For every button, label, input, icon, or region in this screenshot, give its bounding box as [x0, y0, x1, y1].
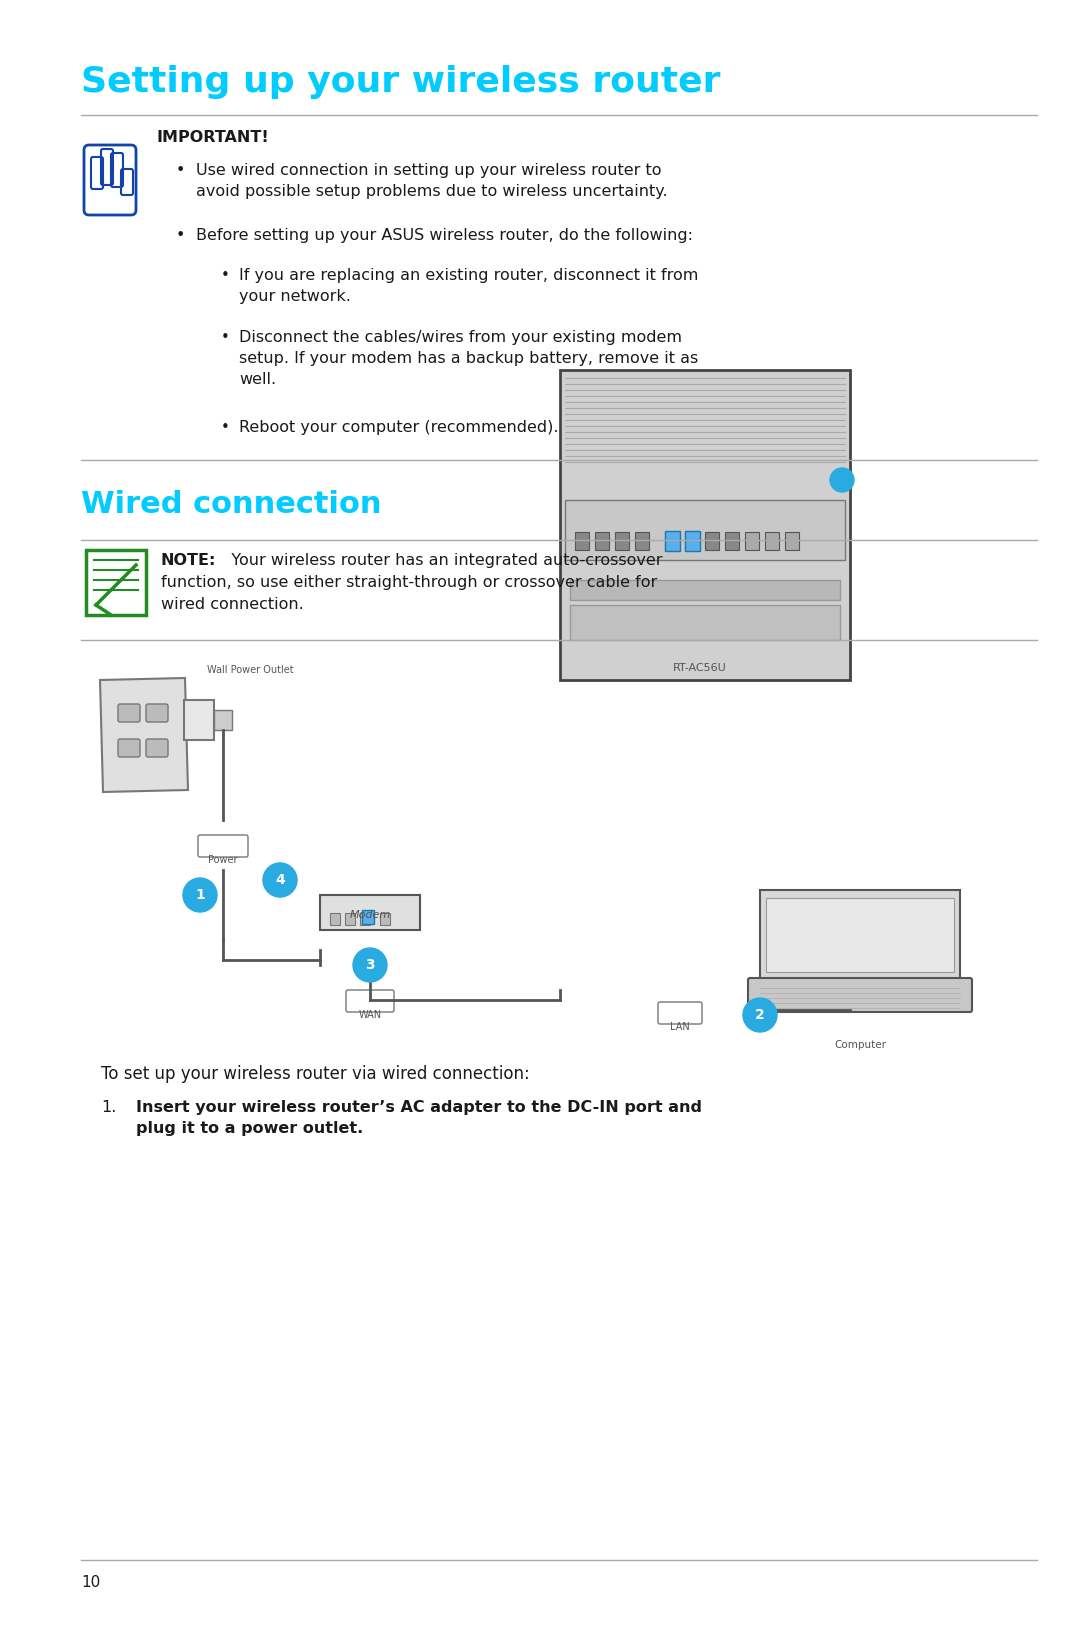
FancyBboxPatch shape: [748, 978, 972, 1012]
FancyBboxPatch shape: [665, 530, 680, 552]
FancyBboxPatch shape: [745, 532, 759, 550]
FancyBboxPatch shape: [685, 530, 700, 552]
FancyBboxPatch shape: [118, 739, 140, 757]
FancyBboxPatch shape: [561, 369, 850, 680]
Text: Power: Power: [208, 856, 238, 866]
Text: Disconnect the cables/wires from your existing modem
setup. If your modem has a : Disconnect the cables/wires from your ex…: [239, 330, 699, 387]
Text: •: •: [221, 268, 230, 283]
FancyBboxPatch shape: [725, 532, 739, 550]
FancyBboxPatch shape: [595, 532, 609, 550]
Text: •: •: [176, 163, 186, 177]
FancyBboxPatch shape: [146, 739, 168, 757]
FancyBboxPatch shape: [330, 913, 340, 926]
Text: •: •: [221, 330, 230, 345]
FancyBboxPatch shape: [615, 532, 629, 550]
Text: 2: 2: [755, 1009, 765, 1022]
FancyBboxPatch shape: [146, 704, 168, 722]
FancyBboxPatch shape: [665, 532, 679, 550]
Circle shape: [353, 949, 387, 983]
Polygon shape: [100, 678, 188, 792]
Text: •: •: [176, 228, 186, 242]
FancyBboxPatch shape: [575, 532, 589, 550]
FancyBboxPatch shape: [345, 913, 355, 926]
Circle shape: [743, 997, 777, 1032]
FancyBboxPatch shape: [658, 1002, 702, 1023]
Text: LAN: LAN: [670, 1022, 690, 1032]
FancyBboxPatch shape: [760, 890, 960, 979]
Text: 3: 3: [365, 958, 375, 971]
FancyBboxPatch shape: [214, 709, 232, 731]
FancyBboxPatch shape: [570, 605, 840, 639]
FancyBboxPatch shape: [118, 704, 140, 722]
Text: 1: 1: [195, 888, 205, 901]
Text: function, so use either straight-through or crossover cable for: function, so use either straight-through…: [161, 574, 658, 591]
FancyBboxPatch shape: [346, 989, 394, 1012]
FancyBboxPatch shape: [705, 532, 719, 550]
Text: wired connection.: wired connection.: [161, 597, 303, 612]
Text: RT-AC56U: RT-AC56U: [673, 662, 727, 674]
FancyBboxPatch shape: [362, 909, 374, 924]
Text: 10: 10: [81, 1575, 100, 1590]
Text: Before setting up your ASUS wireless router, do the following:: Before setting up your ASUS wireless rou…: [195, 228, 693, 242]
FancyBboxPatch shape: [380, 913, 390, 926]
Text: Wall Power Outlet: Wall Power Outlet: [206, 665, 294, 675]
Text: 1.: 1.: [102, 1100, 117, 1114]
FancyBboxPatch shape: [635, 532, 649, 550]
FancyBboxPatch shape: [570, 579, 840, 600]
FancyBboxPatch shape: [785, 532, 799, 550]
FancyBboxPatch shape: [685, 532, 699, 550]
Text: Modem: Modem: [349, 909, 391, 919]
Text: NOTE:: NOTE:: [161, 553, 216, 568]
Text: 4: 4: [275, 874, 285, 887]
Text: IMPORTANT!: IMPORTANT!: [156, 130, 269, 145]
Circle shape: [264, 862, 297, 896]
Text: Wired connection: Wired connection: [81, 490, 381, 519]
Text: •: •: [221, 420, 230, 434]
Circle shape: [183, 879, 217, 913]
Text: To set up your wireless router via wired connection:: To set up your wireless router via wired…: [102, 1066, 530, 1084]
FancyBboxPatch shape: [765, 532, 779, 550]
Text: Insert your wireless router’s AC adapter to the DC-IN port and
plug it to a powe: Insert your wireless router’s AC adapter…: [136, 1100, 702, 1136]
FancyBboxPatch shape: [198, 835, 248, 857]
Text: Your wireless router has an integrated auto-crossover: Your wireless router has an integrated a…: [216, 553, 662, 568]
FancyBboxPatch shape: [320, 895, 420, 931]
FancyBboxPatch shape: [766, 898, 954, 971]
FancyBboxPatch shape: [565, 499, 845, 560]
Circle shape: [831, 469, 854, 491]
Text: Computer: Computer: [834, 1040, 886, 1049]
FancyBboxPatch shape: [86, 550, 146, 615]
Text: Setting up your wireless router: Setting up your wireless router: [81, 65, 720, 99]
Text: Use wired connection in setting up your wireless router to
avoid possible setup : Use wired connection in setting up your …: [195, 163, 667, 198]
Text: If you are replacing an existing router, disconnect it from
your network.: If you are replacing an existing router,…: [239, 268, 699, 304]
FancyBboxPatch shape: [184, 700, 214, 740]
Text: WAN: WAN: [359, 1010, 381, 1020]
FancyBboxPatch shape: [360, 913, 370, 926]
Text: Reboot your computer (recommended).: Reboot your computer (recommended).: [239, 420, 558, 434]
